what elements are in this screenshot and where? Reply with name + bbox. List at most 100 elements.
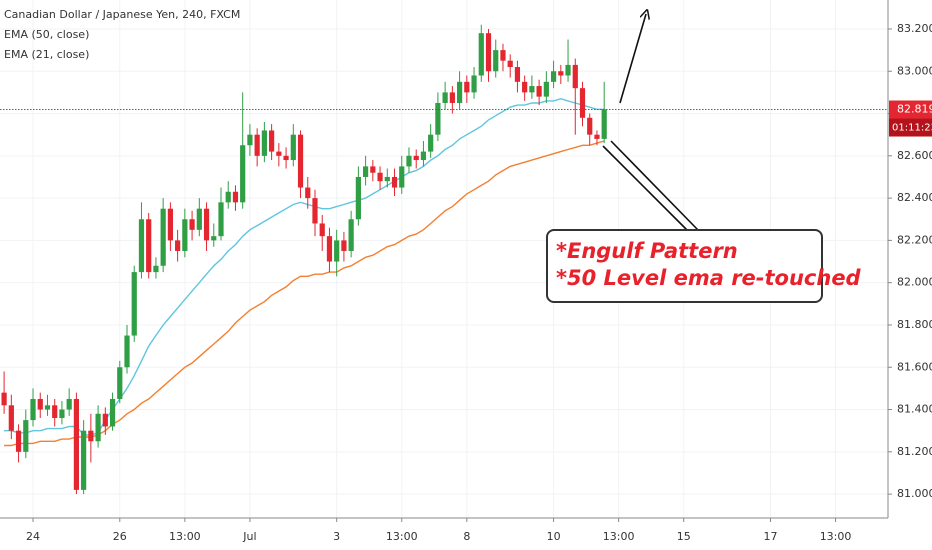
candle-body <box>428 134 434 152</box>
candle-body <box>167 208 173 241</box>
candle-body <box>572 64 578 89</box>
candle-body <box>550 71 557 82</box>
candle-body <box>52 405 58 418</box>
candle-body <box>124 335 130 368</box>
candle-body <box>478 33 484 76</box>
annotation-text: *Engulf Pattern <box>556 239 738 263</box>
candle-body <box>471 75 477 93</box>
callout-line <box>610 140 699 231</box>
candle-body <box>341 240 347 251</box>
candle-body <box>8 405 14 431</box>
candle-body <box>435 102 441 135</box>
x-tick-label: 10 <box>547 530 561 543</box>
candle-body <box>297 134 304 188</box>
last-price-box <box>889 100 932 119</box>
candles <box>1 24 607 495</box>
candle-body <box>81 430 87 490</box>
chart-title: Canadian Dollar / Japanese Yen, 240, FXC… <box>4 8 240 21</box>
candle-body <box>391 176 398 188</box>
y-tick-label: 81.600 <box>897 360 932 373</box>
candle-body <box>507 60 513 68</box>
candle-body <box>558 71 564 76</box>
candle-body <box>44 405 51 410</box>
candle-body <box>73 398 79 490</box>
x-tick-label: 15 <box>677 530 691 543</box>
annotation-box <box>546 229 823 303</box>
candle-body <box>189 219 195 230</box>
y-tick-label: 81.400 <box>897 403 932 416</box>
y-tick-label: 81.000 <box>897 487 932 500</box>
candle-body <box>485 33 492 72</box>
candle-body <box>305 187 311 199</box>
annotation-text: *50 Level ema re-touched <box>556 266 862 290</box>
arrow-up <box>619 14 646 104</box>
legend-item: EMA (21, close) <box>4 48 89 61</box>
candle-body <box>211 236 217 241</box>
candle-body <box>276 151 282 156</box>
y-tick-label: 83.000 <box>897 64 932 77</box>
candle-body <box>413 155 419 161</box>
last-price-label: 82.819 <box>897 103 932 116</box>
countdown-label: 01:11:23 <box>892 123 932 134</box>
candle-body <box>565 64 571 76</box>
candle-body <box>543 81 549 97</box>
candle-body <box>138 219 145 273</box>
candle-body <box>587 117 593 135</box>
candle-body <box>175 240 181 251</box>
y-tick-label: 82.400 <box>897 191 932 204</box>
candle-body <box>334 240 340 262</box>
candle-body <box>269 130 275 152</box>
x-tick-label: Jul <box>242 530 256 543</box>
y-tick-label: 82.000 <box>897 276 932 289</box>
y-tick-label: 82.600 <box>897 149 932 162</box>
candle-body <box>312 198 318 224</box>
candle-body <box>203 208 210 241</box>
candle-body <box>399 166 405 188</box>
x-tick-label: 17 <box>763 530 777 543</box>
candle-body <box>254 134 260 156</box>
candle-body <box>579 88 586 118</box>
candle-body <box>30 398 36 421</box>
candle-body <box>514 67 521 82</box>
candle-body <box>37 398 43 410</box>
x-tick-label: 13:00 <box>169 530 201 543</box>
candle-body <box>66 398 72 410</box>
candle-body <box>109 398 116 427</box>
candle-body <box>348 219 354 251</box>
candle-body <box>420 151 427 161</box>
y-tick-label: 81.800 <box>897 318 932 331</box>
candle-body <box>326 236 333 262</box>
candle-body <box>153 265 159 273</box>
candle-body <box>160 208 166 266</box>
legend-item: EMA (50, close) <box>4 28 89 41</box>
countdown-box <box>889 118 932 137</box>
y-tick-label: 83.200 <box>897 22 932 35</box>
candle-body <box>493 50 499 72</box>
x-tick-label: 13:00 <box>820 530 852 543</box>
candle-body <box>319 223 325 237</box>
candle-body <box>232 191 239 203</box>
candle-body <box>601 109 607 139</box>
candle-body <box>290 134 296 161</box>
candle-body <box>442 92 448 103</box>
candle-body <box>261 130 267 156</box>
y-tick-label: 81.200 <box>897 445 932 458</box>
candle-body <box>522 81 528 93</box>
candle-body <box>88 430 94 442</box>
ema-line <box>4 140 605 447</box>
candle-body <box>146 219 152 273</box>
x-tick-label: 24 <box>26 530 40 543</box>
candle-body <box>529 86 535 93</box>
x-tick-label: 26 <box>113 530 127 543</box>
y-tick-label: 82.200 <box>897 233 932 246</box>
candle-body <box>500 50 506 61</box>
candle-body <box>196 208 202 230</box>
candle-body <box>218 202 224 237</box>
candle-body <box>464 81 470 93</box>
candle-body <box>377 172 383 182</box>
candle-body <box>225 191 231 203</box>
candle-body <box>355 176 361 220</box>
candle-body <box>247 134 253 146</box>
candle-body <box>283 155 289 161</box>
candle-body <box>59 409 65 418</box>
